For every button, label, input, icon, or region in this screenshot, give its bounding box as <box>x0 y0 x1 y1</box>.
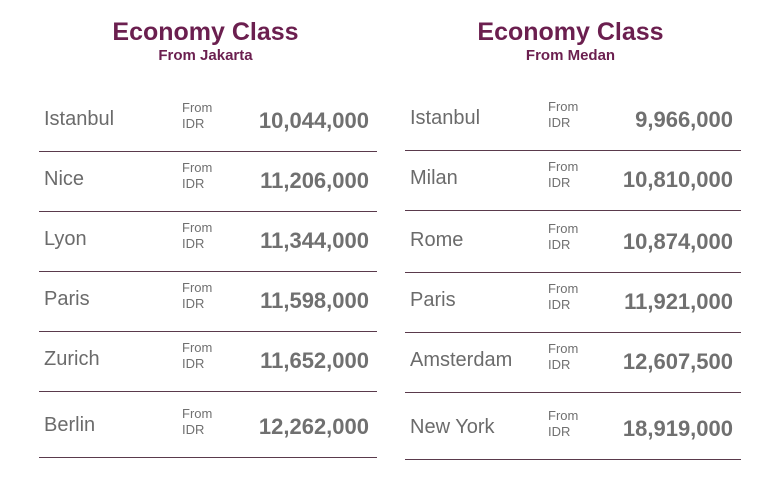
from-label: From IDR <box>548 408 578 440</box>
from-text: From <box>182 160 213 175</box>
currency-text: IDR <box>182 356 205 371</box>
from-text: From <box>548 341 579 356</box>
fare-row[interactable]: Zurich From IDR 11,652,000 <box>34 332 377 392</box>
from-text: From <box>548 99 579 114</box>
fare-row[interactable]: Istanbul From IDR 9,966,000 <box>400 91 741 151</box>
from-text: From <box>548 221 579 236</box>
from-text: From <box>182 100 213 115</box>
jakarta-header: Economy Class From Jakarta <box>34 17 377 65</box>
destination-city: Istanbul <box>44 108 115 130</box>
fare-price: 10,044,000 <box>258 108 369 133</box>
from-text: From <box>182 280 213 295</box>
fare-row[interactable]: Istanbul From IDR 10,044,000 <box>34 92 377 152</box>
currency-text: IDR <box>548 175 571 190</box>
destination-city: Paris <box>44 288 90 310</box>
from-label: From IDR <box>548 221 578 253</box>
row-divider <box>39 271 377 272</box>
fare-price: 9,966,000 <box>635 107 733 132</box>
fare-price: 12,607,500 <box>622 349 733 374</box>
from-text: From <box>548 281 579 296</box>
currency-text: IDR <box>548 297 571 312</box>
destination-city: Amsterdam <box>410 349 513 371</box>
destination-city: Rome <box>410 229 464 251</box>
from-label: From IDR <box>182 340 212 372</box>
destination-city: New York <box>410 416 495 438</box>
from-label: From IDR <box>548 99 578 131</box>
from-label: From IDR <box>548 281 578 313</box>
destination-city: Istanbul <box>410 107 481 129</box>
from-label: From IDR <box>548 159 578 191</box>
from-text: From <box>182 340 213 355</box>
fare-price: 12,262,000 <box>258 414 369 439</box>
destination-city: Berlin <box>44 414 96 436</box>
fare-row[interactable]: Lyon From IDR 11,344,000 <box>34 212 377 272</box>
currency-text: IDR <box>548 237 571 252</box>
medan-title: Economy Class <box>477 18 664 46</box>
currency-text: IDR <box>548 424 571 439</box>
fare-price: 11,921,000 <box>624 289 733 314</box>
destination-city: Nice <box>44 168 85 190</box>
from-text: From <box>548 159 579 174</box>
fare-price: 10,810,000 <box>622 167 733 192</box>
fare-price: 18,919,000 <box>622 416 733 441</box>
currency-text: IDR <box>182 116 205 131</box>
currency-text: IDR <box>182 176 205 191</box>
destination-city: Lyon <box>44 228 87 250</box>
fare-price: 11,652,000 <box>260 348 369 373</box>
currency-text: IDR <box>182 296 205 311</box>
medan-header: Economy Class From Medan <box>400 17 741 65</box>
row-divider <box>39 151 377 152</box>
currency-text: IDR <box>548 357 571 372</box>
fare-price: 10,874,000 <box>622 229 733 254</box>
jakarta-title: Economy Class <box>112 18 299 46</box>
row-divider <box>39 457 377 458</box>
jakarta-subtitle: From Jakarta <box>158 47 253 64</box>
currency-text: IDR <box>182 236 205 251</box>
fare-row[interactable]: Paris From IDR 11,921,000 <box>400 273 741 333</box>
row-divider <box>405 272 741 273</box>
fare-price: 11,344,000 <box>260 228 369 253</box>
row-divider <box>405 150 741 151</box>
fare-price: 11,598,000 <box>260 288 369 313</box>
fare-row[interactable]: Paris From IDR 11,598,000 <box>34 272 377 332</box>
row-divider <box>405 459 741 460</box>
from-label: From IDR <box>182 280 212 312</box>
fare-row[interactable]: Milan From IDR 10,810,000 <box>400 151 741 211</box>
destination-city: Paris <box>410 289 456 311</box>
destination-city: Zurich <box>44 348 100 370</box>
row-divider <box>39 391 377 392</box>
fare-row[interactable]: Rome From IDR 10,874,000 <box>400 213 741 273</box>
from-text: From <box>182 406 213 421</box>
fare-price: 11,206,000 <box>260 168 369 193</box>
from-label: From IDR <box>182 100 212 132</box>
fare-row[interactable]: Nice From IDR 11,206,000 <box>34 152 377 212</box>
currency-text: IDR <box>182 422 205 437</box>
row-divider <box>405 210 741 211</box>
destination-city: Milan <box>410 167 458 189</box>
from-text: From <box>182 220 213 235</box>
medan-subtitle: From Medan <box>525 47 616 64</box>
row-divider <box>405 332 741 333</box>
fare-row[interactable]: Berlin From IDR 12,262,000 <box>34 398 377 458</box>
from-label: From IDR <box>182 220 212 252</box>
currency-text: IDR <box>548 115 571 130</box>
row-divider <box>39 211 377 212</box>
row-divider <box>405 392 741 393</box>
fare-row[interactable]: Amsterdam From IDR 12,607,500 <box>400 333 741 393</box>
fare-row[interactable]: New York From IDR 18,919,000 <box>400 400 741 460</box>
from-label: From IDR <box>182 160 212 192</box>
row-divider <box>39 331 377 332</box>
from-label: From IDR <box>548 341 578 373</box>
from-label: From IDR <box>182 406 212 438</box>
from-text: From <box>548 408 579 423</box>
